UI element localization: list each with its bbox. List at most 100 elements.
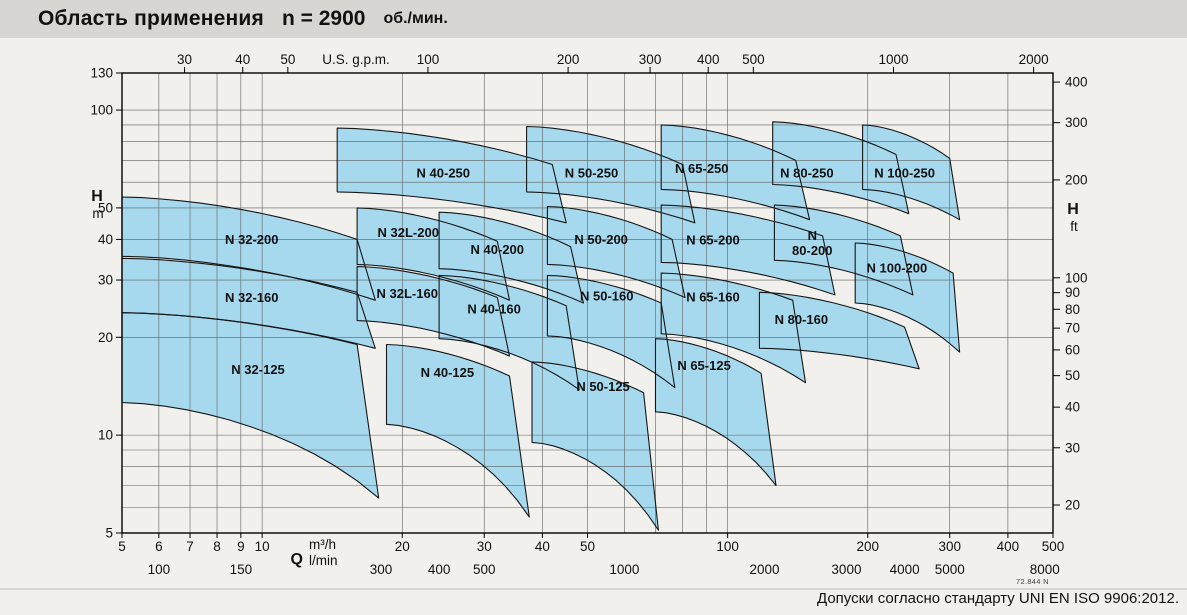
axis-tick-label: 100 [417,52,440,67]
region-n-65-125 [655,338,776,486]
region-label-n-32l-160: N 32L-160 [377,286,438,301]
region-n-50-125 [532,361,659,531]
region-outline-n-32-200 [121,196,376,301]
axis-tick-label: 5 [105,526,113,541]
region-label-n-50-250: N 50-250 [565,166,618,181]
left-axis-title: H [91,188,103,205]
axis-tick-label: 30 [98,273,113,288]
axis-tick-label: 400 [428,562,451,577]
title-speed-unit: об./мин. [383,10,448,27]
axis-tick-label: 2000 [749,562,779,577]
axis-tick-label: 150 [230,562,253,577]
region-outline-n-80-160 [758,291,920,370]
region-label-n-80-200: N [808,228,817,243]
regions-outline [121,121,961,531]
axis-tick-label: 10 [98,428,113,443]
axes: 30 40 50 100 200 300 400 500 1000 2000 U.S. g.p.m.… [0,52,1187,590]
region-outline-n-50-125 [531,361,659,531]
region-n-100-200 [855,243,960,353]
region-outline-n-40-250 [336,127,567,224]
axis-tick-label: 300 [1065,115,1088,130]
regions-fill [122,121,960,531]
page-title: Область применения [38,7,264,30]
region-outline-n-65-125 [654,338,777,487]
axis-tick-label: 8 [213,539,221,554]
axis-tick-label: 7 [186,539,194,554]
region-label-n-100-250: N 100-250 [874,166,935,181]
axis-tick-label: 40 [535,539,550,554]
axis-tick-label: 500 [473,562,496,577]
axis-tick-label: 2000 [1019,52,1049,67]
region-label-n-65-160: N 65-160 [686,290,739,305]
region-outline-n-40-200 [438,211,584,304]
region-outline-n-65-160 [660,272,807,384]
region-label-n-40-200: N 40-200 [471,242,524,257]
region-n-32-200 [122,197,376,301]
right-axis-unit: ft [1070,219,1078,234]
region-n-65-250 [661,124,810,220]
region-outline-n-50-200 [546,205,686,299]
axis-tick-label: 200 [856,539,879,554]
region-label-n-80-250: N 80-250 [780,166,833,181]
region-label-n-80-200: 80-200 [792,243,832,258]
region-outline-n-32l-160 [356,266,511,357]
region-outline-n-65-200 [660,204,836,296]
region-n-50-200 [547,206,685,298]
region-n-32-125 [122,312,379,499]
axis-tick-label: 9 [237,539,245,554]
region-label-n-40-250: N 40-250 [417,166,470,181]
region-label-n-32-200: N 32-200 [225,232,278,247]
axis-tick-label: 20 [1065,498,1080,513]
region-outline-n-40-125 [385,343,530,518]
axis-tick-label: 100 [1065,270,1088,285]
axis-tick-label: 500 [1042,539,1065,554]
region-outline-n-32-125 [121,312,380,499]
region-outline-n-32l-200 [356,207,511,301]
region-outline-n-80-200 [773,204,914,296]
region-label-n-80-160: N 80-160 [775,312,828,327]
axis-tick-label: 60 [1065,342,1080,357]
region-n-40-250 [337,128,567,223]
axis-tick-label: 1000 [878,52,908,67]
axis-tick-label: 100 [148,562,171,577]
bottom-axis-unit-lmin: l/min [309,553,338,568]
axis-tick-label: 130 [90,66,113,81]
region-outline-n-100-250 [862,124,961,221]
region-n-40-160 [439,275,580,390]
axis-tick-label: 70 [1065,321,1080,336]
region-n-100-250 [862,124,960,220]
axis-tick-label: 50 [1065,368,1080,383]
axis-tick-label: 300 [639,52,662,67]
axis-tick-label: 40 [235,52,250,67]
axis-tick-label: 400 [697,52,720,67]
region-outline-n-80-250 [772,121,910,215]
region-outline-n-100-200 [854,242,961,353]
region-n-50-250 [526,126,695,223]
axis-tick-label: 8000 [1030,562,1060,577]
axis-tick-label: 90 [1065,285,1080,300]
axis-tick-label: 200 [1065,172,1088,187]
region-label-n-32l-200: N 32L-200 [378,225,439,240]
region-labels: N 40-250 N 50-250 N 65-250 N 80-250 N 100-25… [225,161,935,394]
region-label-n-40-125: N 40-125 [421,365,474,380]
axis-tick-label: 10 [255,539,270,554]
region-label-n-32-125: N 32-125 [231,362,284,377]
axis-tick-label: 80 [1065,302,1080,317]
axis-tick-label: 50 [280,52,295,67]
region-label-n-40-160: N 40-160 [467,302,520,317]
axis-tick-label: 200 [557,52,580,67]
region-label-n-100-200: N 100-200 [867,260,928,275]
axis-tick-label: 400 [1065,75,1088,90]
axis-tick-label: 5 [118,539,126,554]
title-speed-value: n = 2900 [281,7,366,30]
axis-tick-label: 100 [716,539,739,554]
region-label-n-32-160: N 32-160 [225,290,278,305]
axis-tick-label: 500 [742,52,765,67]
region-label-n-65-250: N 65-250 [675,161,728,176]
axis-tick-label: 300 [938,539,961,554]
left-axis-unit: m [92,206,103,221]
axis-tick-label: 300 [370,562,393,577]
drawing-number: 72.844 N [1016,577,1049,586]
axis-tick-label: 40 [1065,400,1080,415]
region-outline-n-50-250 [526,125,696,224]
